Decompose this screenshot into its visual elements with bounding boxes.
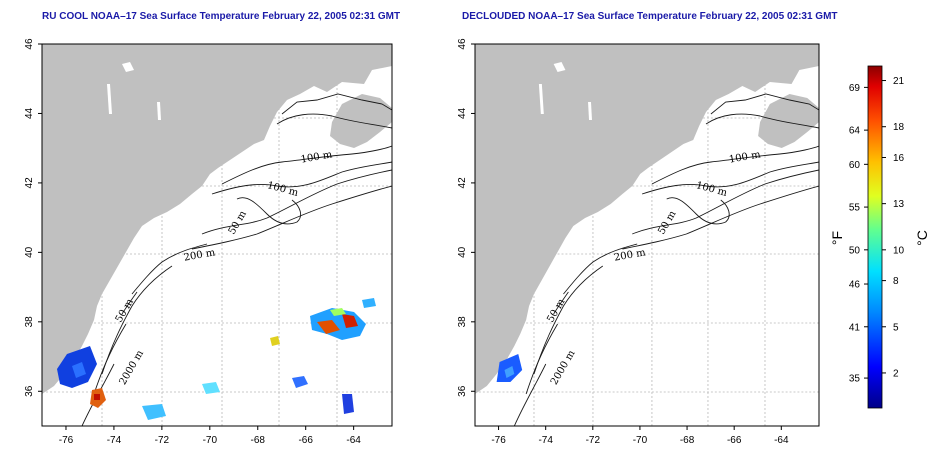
right-lon-tick-label: -68 bbox=[680, 435, 695, 446]
right-lon-tick-label: -76 bbox=[491, 435, 506, 446]
fahrenheit-tick-label: 64 bbox=[849, 126, 861, 137]
right-lat-tick-label: 40 bbox=[457, 246, 468, 258]
left-lon-tick-label: -70 bbox=[203, 435, 218, 446]
right-lon-tick-label: -66 bbox=[727, 435, 742, 446]
right-lon-tick-label: -72 bbox=[586, 435, 601, 446]
celsius-tick-label: 13 bbox=[893, 199, 905, 210]
left-lat-tick-label: 38 bbox=[24, 316, 35, 328]
left-lon-tick-label: -64 bbox=[346, 435, 361, 446]
right-lat-tick-label: 42 bbox=[457, 177, 468, 189]
fahrenheit-unit-label: °F bbox=[829, 231, 845, 245]
celsius-tick-label: 16 bbox=[893, 153, 905, 164]
colorbar-gradient bbox=[867, 65, 883, 409]
left-lon-tick-label: -76 bbox=[59, 435, 74, 446]
right-sst-patches bbox=[496, 354, 523, 382]
left-lat-tick-label: 46 bbox=[24, 38, 35, 50]
left-lat-tick-label: 42 bbox=[24, 177, 35, 189]
right-lon-tick-label: -64 bbox=[774, 435, 789, 446]
celsius-tick-label: 18 bbox=[893, 122, 905, 133]
fahrenheit-tick-label: 50 bbox=[849, 245, 861, 256]
left-lat-tick-label: 44 bbox=[24, 107, 35, 119]
left-sst-patches bbox=[57, 298, 376, 420]
celsius-tick-label: 5 bbox=[893, 322, 899, 333]
left-lon-tick-label: -68 bbox=[251, 435, 266, 446]
right-lakes bbox=[538, 62, 592, 120]
left-lat-tick-label: 40 bbox=[24, 246, 35, 258]
left-lon-tick-label: -72 bbox=[155, 435, 170, 446]
celsius-tick-label: 2 bbox=[893, 368, 899, 379]
fahrenheit-tick-label: 55 bbox=[849, 203, 861, 214]
left-bathymetry bbox=[81, 93, 392, 426]
right-lat-tick-label: 38 bbox=[457, 316, 468, 328]
fahrenheit-tick-label: 69 bbox=[849, 83, 861, 94]
left-lakes bbox=[107, 62, 161, 120]
celsius-unit-label: °C bbox=[914, 230, 930, 246]
left-lat-tick-label: 36 bbox=[24, 385, 35, 397]
right-lon-tick-label: -70 bbox=[633, 435, 648, 446]
left-lon-tick-label: -66 bbox=[298, 435, 313, 446]
celsius-tick-label: 8 bbox=[893, 276, 899, 287]
right-lat-tick-label: 46 bbox=[457, 38, 468, 50]
left-map-title: RU COOL NOAA–17 Sea Surface Temperature … bbox=[42, 11, 401, 22]
fahrenheit-tick-label: 41 bbox=[849, 322, 861, 333]
colorbar: 69 64 60 55 50 46 41 35 21 18 16 13 10 8 5 2 °F °C bbox=[829, 65, 930, 409]
right-land bbox=[475, 44, 819, 394]
left-land bbox=[42, 44, 392, 394]
celsius-tick-label: 21 bbox=[893, 76, 905, 87]
celsius-tick-label: 10 bbox=[893, 245, 905, 256]
fahrenheit-tick-label: 35 bbox=[849, 374, 861, 385]
right-bathymetry bbox=[513, 93, 819, 426]
right-lat-tick-label: 36 bbox=[457, 385, 468, 397]
left-lon-tick-label: -74 bbox=[107, 435, 122, 446]
right-map-title: DECLOUDED NOAA–17 Sea Surface Temperatur… bbox=[462, 11, 838, 22]
right-lat-tick-label: 44 bbox=[457, 107, 468, 119]
right-lon-tick-label: -74 bbox=[538, 435, 553, 446]
fahrenheit-tick-label: 60 bbox=[849, 160, 861, 171]
fahrenheit-tick-label: 46 bbox=[849, 280, 861, 291]
